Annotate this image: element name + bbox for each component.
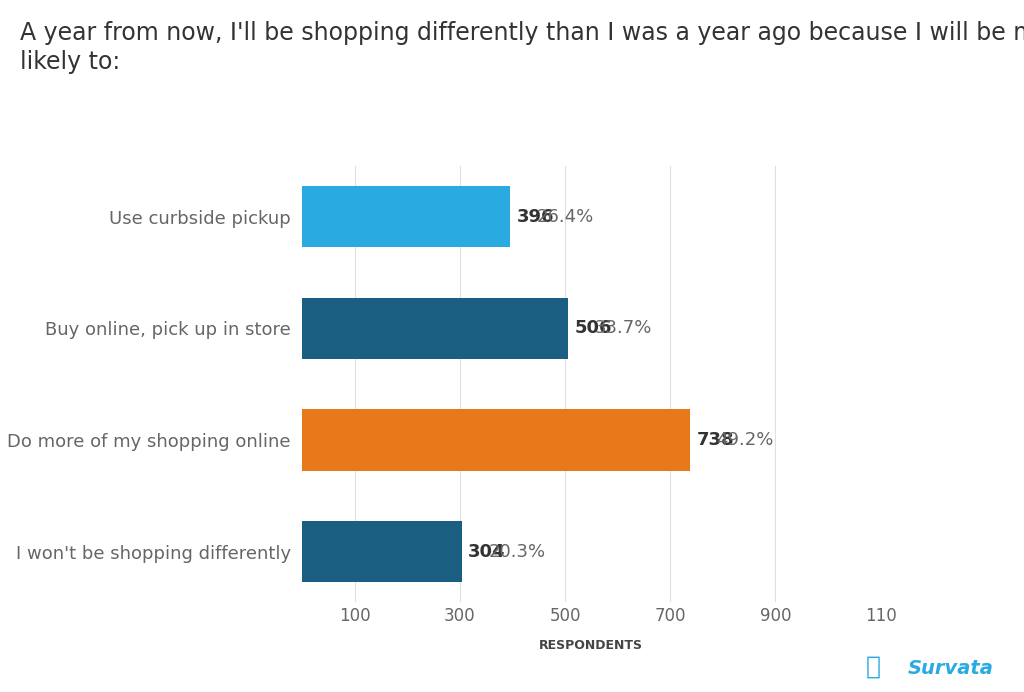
Text: 33.7%: 33.7% <box>595 319 652 337</box>
Text: A year from now, I'll be shopping differently than I was a year ago because I wi: A year from now, I'll be shopping differ… <box>20 21 1024 75</box>
Text: 738: 738 <box>696 431 734 449</box>
X-axis label: RESPONDENTS: RESPONDENTS <box>540 639 643 652</box>
Bar <box>302 186 510 247</box>
Bar <box>302 409 690 471</box>
Text: 49.2%: 49.2% <box>717 431 774 449</box>
Bar <box>302 521 462 582</box>
Bar <box>302 298 568 359</box>
Text: Survata: Survata <box>907 659 993 678</box>
Text: 20.3%: 20.3% <box>488 543 546 561</box>
Text: 506: 506 <box>574 319 612 337</box>
Text: 304: 304 <box>468 543 506 561</box>
Text: ⓘ: ⓘ <box>865 654 881 678</box>
Text: 396: 396 <box>517 208 554 226</box>
Text: 26.4%: 26.4% <box>537 208 594 226</box>
